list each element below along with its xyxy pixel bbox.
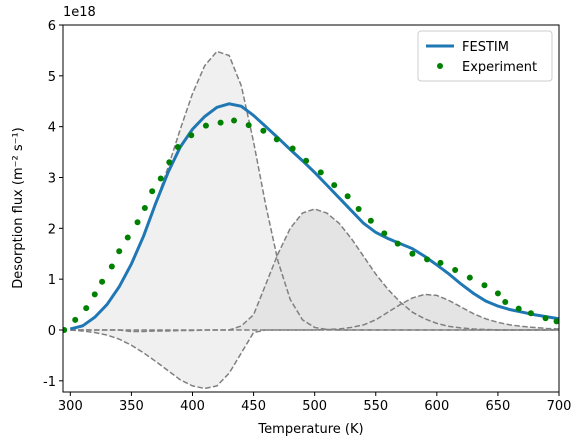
scatter-point bbox=[166, 159, 173, 166]
scatter-point bbox=[141, 204, 148, 211]
y-tick-label: 0 bbox=[48, 324, 56, 339]
scatter-point bbox=[424, 256, 431, 263]
x-tick-label: 300 bbox=[58, 399, 83, 414]
scatter-point bbox=[542, 315, 549, 322]
scatter-point bbox=[452, 267, 459, 274]
legend-marker bbox=[437, 63, 443, 69]
series-line bbox=[69, 102, 559, 331]
scatter-point bbox=[344, 193, 351, 200]
scatter-point bbox=[149, 188, 156, 195]
scatter-point bbox=[394, 240, 401, 247]
y-tick-label: 5 bbox=[48, 70, 56, 85]
scatter-point bbox=[91, 291, 98, 298]
y-tick-label: 4 bbox=[48, 121, 56, 136]
scatter-point bbox=[553, 318, 559, 325]
component-fill bbox=[70, 209, 559, 332]
scatter-point bbox=[99, 278, 106, 285]
scatter-point bbox=[437, 259, 444, 266]
scatter-point bbox=[381, 230, 388, 237]
y-axis-label: Desorption flux (m⁻² s⁻¹) bbox=[11, 127, 26, 288]
scatter-point bbox=[303, 157, 310, 164]
scatter-point bbox=[63, 326, 68, 333]
scatter-point bbox=[108, 263, 115, 270]
scatter-point bbox=[317, 169, 324, 176]
legend-box bbox=[417, 30, 553, 82]
scatter-point bbox=[527, 310, 534, 317]
y-tick-label: 1 bbox=[48, 273, 56, 288]
plot-area bbox=[63, 50, 559, 390]
x-tick-label: 550 bbox=[363, 399, 388, 414]
y-tick-label: 3 bbox=[48, 171, 56, 186]
component-line bbox=[70, 293, 559, 331]
x-tick-label: 450 bbox=[241, 399, 266, 414]
y-tick-label: 6 bbox=[48, 19, 56, 34]
scatter-point bbox=[409, 250, 416, 257]
scatter-point bbox=[116, 248, 123, 255]
scatter-point bbox=[157, 175, 164, 182]
scatter-point bbox=[188, 132, 195, 139]
scatter-point bbox=[466, 274, 473, 281]
scatter-point bbox=[174, 143, 181, 150]
y-tick-label: 2 bbox=[48, 222, 56, 237]
component-fill bbox=[70, 294, 559, 330]
scatter-point bbox=[217, 119, 224, 126]
scatter-point bbox=[481, 282, 488, 289]
x-tick-label: 400 bbox=[180, 399, 205, 414]
component-line bbox=[70, 329, 559, 390]
scatter-point bbox=[245, 122, 252, 129]
component-fill bbox=[70, 51, 559, 330]
scatter-point bbox=[134, 219, 141, 226]
scatter-point bbox=[83, 305, 90, 312]
x-axis-label: Temperature (K) bbox=[257, 422, 363, 437]
scatter-point bbox=[202, 122, 209, 129]
legend-label: Experiment bbox=[462, 60, 537, 75]
scatter-point bbox=[72, 316, 79, 323]
x-tick-label: 500 bbox=[302, 399, 327, 414]
x-tick-label: 700 bbox=[547, 399, 572, 414]
scatter-point bbox=[289, 145, 296, 152]
scatter-point bbox=[515, 305, 522, 312]
scatter-point bbox=[331, 182, 338, 189]
x-tick-label: 600 bbox=[424, 399, 449, 414]
scatter-point bbox=[367, 217, 374, 224]
scatter-point bbox=[124, 234, 131, 241]
scatter-point bbox=[494, 290, 501, 297]
scatter-point bbox=[260, 127, 267, 134]
x-tick-label: 650 bbox=[486, 399, 511, 414]
component-line bbox=[70, 208, 559, 333]
component-fill bbox=[70, 329, 559, 389]
scatter-point bbox=[502, 299, 509, 306]
y-tick-label: -1 bbox=[43, 375, 56, 390]
scatter-point bbox=[355, 206, 362, 213]
axes-frame bbox=[62, 24, 560, 393]
scatter-point bbox=[273, 136, 280, 143]
offset-label: 1e18 bbox=[63, 5, 96, 20]
x-tick-label: 350 bbox=[119, 399, 144, 414]
legend-label: FESTIM bbox=[462, 40, 509, 55]
scatter-point bbox=[231, 117, 238, 124]
